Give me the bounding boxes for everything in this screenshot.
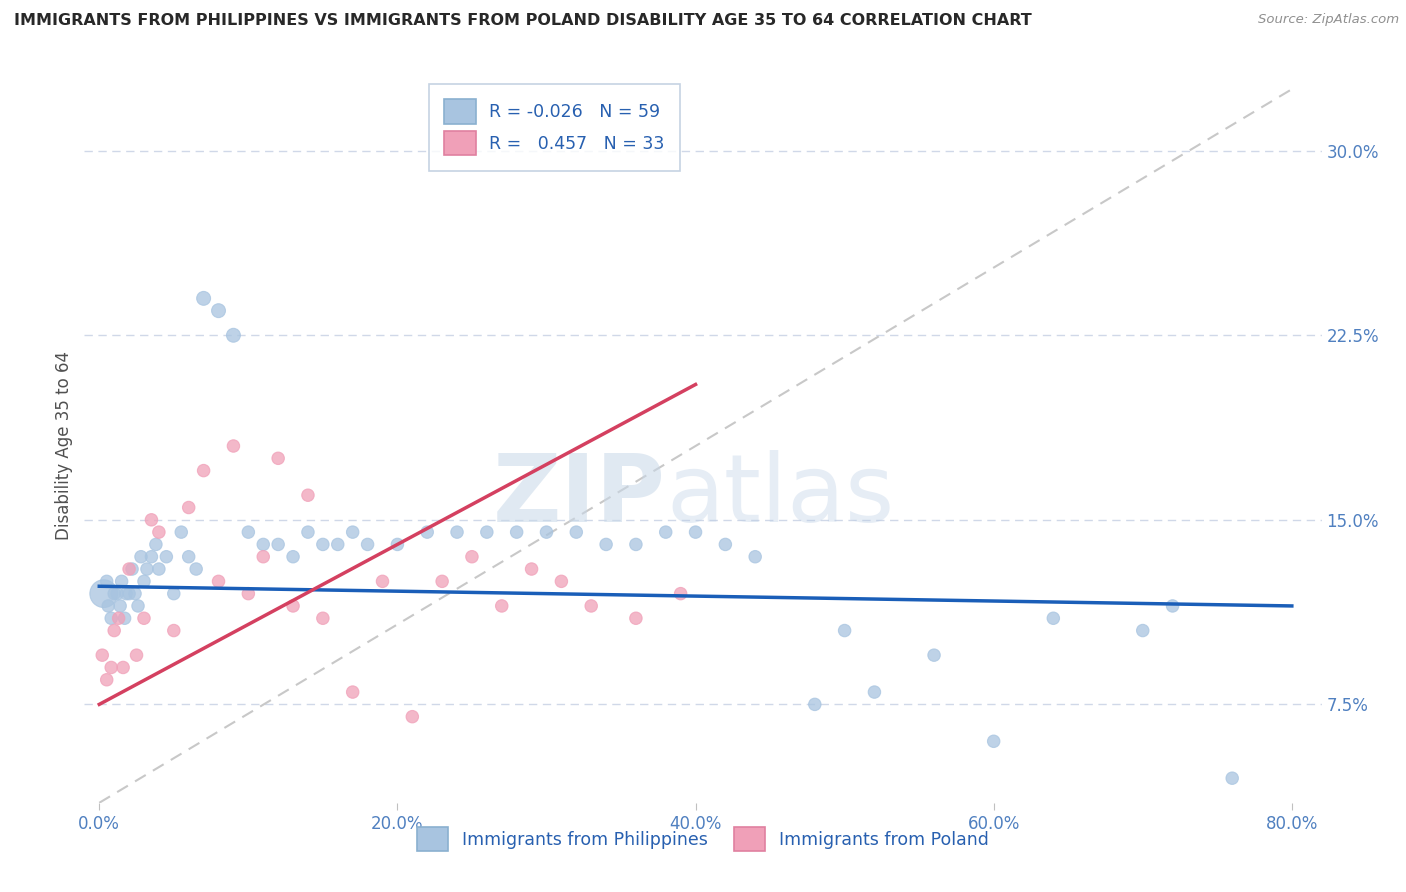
- Point: [983, 734, 1005, 748]
- Point: [107, 611, 129, 625]
- Point: [238, 587, 260, 601]
- Text: atlas: atlas: [666, 450, 894, 542]
- Point: [475, 525, 498, 540]
- Point: [177, 549, 200, 564]
- Point: [193, 464, 215, 478]
- Point: [252, 549, 274, 564]
- Point: [193, 291, 215, 305]
- Point: [105, 587, 128, 601]
- Point: [356, 537, 378, 551]
- Point: [148, 525, 170, 540]
- Point: [100, 611, 122, 625]
- Point: [91, 648, 114, 662]
- Point: [624, 611, 647, 625]
- Point: [111, 574, 134, 589]
- Point: [685, 525, 707, 540]
- Text: IMMIGRANTS FROM PHILIPPINES VS IMMIGRANTS FROM POLAND DISABILITY AGE 35 TO 64 CO: IMMIGRANTS FROM PHILIPPINES VS IMMIGRANT…: [14, 13, 1032, 29]
- Point: [281, 599, 304, 613]
- Point: [371, 574, 394, 589]
- Point: [93, 587, 115, 601]
- Point: [430, 574, 453, 589]
- Point: [141, 549, 163, 564]
- Point: [222, 439, 245, 453]
- Point: [922, 648, 945, 662]
- Point: [170, 525, 193, 540]
- Point: [96, 574, 118, 589]
- Point: [312, 611, 335, 625]
- Point: [136, 562, 159, 576]
- Point: [416, 525, 439, 540]
- Point: [669, 587, 692, 601]
- Point: [132, 574, 155, 589]
- Point: [124, 587, 146, 601]
- Point: [103, 587, 125, 601]
- Point: [1161, 599, 1184, 613]
- Point: [714, 537, 737, 551]
- Point: [834, 624, 856, 638]
- Point: [145, 537, 167, 551]
- Point: [326, 537, 349, 551]
- Point: [115, 587, 138, 601]
- Point: [177, 500, 200, 515]
- Point: [103, 624, 125, 638]
- Point: [520, 562, 543, 576]
- Point: [112, 660, 135, 674]
- Point: [129, 549, 152, 564]
- Text: Source: ZipAtlas.com: Source: ZipAtlas.com: [1258, 13, 1399, 27]
- Point: [121, 562, 143, 576]
- Point: [565, 525, 588, 540]
- Point: [387, 537, 409, 551]
- Point: [252, 537, 274, 551]
- Point: [141, 513, 163, 527]
- Point: [654, 525, 676, 540]
- Point: [579, 599, 602, 613]
- Y-axis label: Disability Age 35 to 64: Disability Age 35 to 64: [55, 351, 73, 541]
- Point: [100, 660, 122, 674]
- Point: [207, 303, 229, 318]
- Point: [312, 537, 335, 551]
- Point: [550, 574, 572, 589]
- Point: [155, 549, 177, 564]
- Point: [238, 525, 260, 540]
- Point: [267, 537, 290, 551]
- Point: [446, 525, 468, 540]
- Point: [595, 537, 617, 551]
- Point: [96, 673, 118, 687]
- Point: [127, 599, 149, 613]
- Point: [863, 685, 886, 699]
- Point: [281, 549, 304, 564]
- Text: ZIP: ZIP: [494, 450, 666, 542]
- Point: [114, 611, 136, 625]
- Point: [297, 525, 319, 540]
- Point: [461, 549, 484, 564]
- Point: [125, 648, 148, 662]
- Point: [186, 562, 208, 576]
- Point: [222, 328, 245, 343]
- Point: [108, 599, 131, 613]
- Point: [267, 451, 290, 466]
- Point: [1220, 771, 1243, 785]
- Point: [207, 574, 229, 589]
- Point: [1132, 624, 1154, 638]
- Point: [624, 537, 647, 551]
- Point: [491, 599, 513, 613]
- Point: [342, 685, 364, 699]
- Point: [804, 698, 827, 712]
- Point: [118, 562, 141, 576]
- Point: [297, 488, 319, 502]
- Point: [505, 525, 527, 540]
- Point: [163, 587, 186, 601]
- Legend: Immigrants from Philippines, Immigrants from Poland: Immigrants from Philippines, Immigrants …: [411, 820, 995, 858]
- Point: [118, 587, 141, 601]
- Point: [132, 611, 155, 625]
- Point: [342, 525, 364, 540]
- Point: [401, 709, 423, 723]
- Point: [1042, 611, 1064, 625]
- Point: [163, 624, 186, 638]
- Point: [97, 599, 120, 613]
- Point: [536, 525, 558, 540]
- Point: [744, 549, 766, 564]
- Point: [148, 562, 170, 576]
